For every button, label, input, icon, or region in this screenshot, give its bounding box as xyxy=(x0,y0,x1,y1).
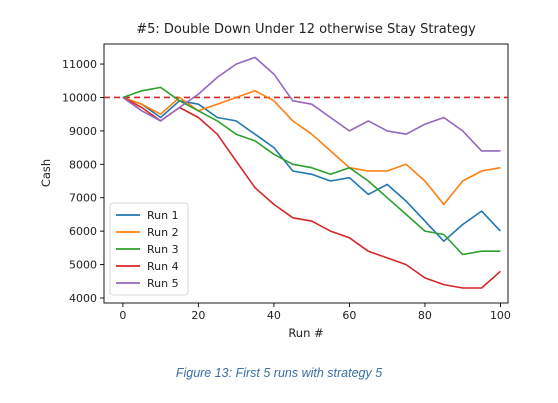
plot-frame xyxy=(103,43,509,304)
x-tick-label: 100 xyxy=(490,309,511,322)
axis-ticks: 0 20 40 60 80 100 4000 5000 6000 7000 8000 9000 1000… xyxy=(62,58,511,322)
y-tick-label: 11000 xyxy=(62,58,97,71)
series-line-run-4 xyxy=(122,96,501,289)
y-tick-label: 5000 xyxy=(69,259,97,272)
x-tick-label: 0 xyxy=(119,309,126,322)
legend-label: Run 5 xyxy=(147,277,179,290)
series-line-run-3 xyxy=(122,86,501,256)
x-tick-label: 80 xyxy=(418,309,432,322)
chart-title: #5: Double Down Under 12 otherwise Stay … xyxy=(136,22,476,37)
y-tick-label: 6000 xyxy=(69,225,97,238)
x-tick-label: 20 xyxy=(191,309,205,322)
legend-label: Run 1 xyxy=(147,209,179,222)
series-line-run-5 xyxy=(122,56,501,152)
y-tick-label: 4000 xyxy=(69,292,97,305)
y-axis-label: Cash xyxy=(39,159,53,187)
y-tick-label: 9000 xyxy=(69,125,97,138)
x-tick-label: 40 xyxy=(267,309,281,322)
figure-caption: Figure 13: First 5 runs with strategy 5 xyxy=(175,366,383,380)
legend-label: Run 4 xyxy=(147,260,179,273)
legend-label: Run 3 xyxy=(147,243,179,256)
y-tick-label: 7000 xyxy=(69,192,97,205)
x-tick-label: 60 xyxy=(342,309,356,322)
x-axis-label: Run # xyxy=(288,326,323,340)
y-tick-label: 8000 xyxy=(69,158,97,171)
chart: #5: Double Down Under 12 otherwise Stay … xyxy=(39,22,511,340)
series-lines xyxy=(122,56,501,289)
y-tick-label: 10000 xyxy=(62,91,97,104)
legend-box xyxy=(109,202,189,296)
legend-label: Run 2 xyxy=(147,226,179,239)
legend: Run 1 Run 2 Run 3 Run 4 Run 5 xyxy=(109,202,189,296)
series-line-run-2 xyxy=(122,90,501,206)
